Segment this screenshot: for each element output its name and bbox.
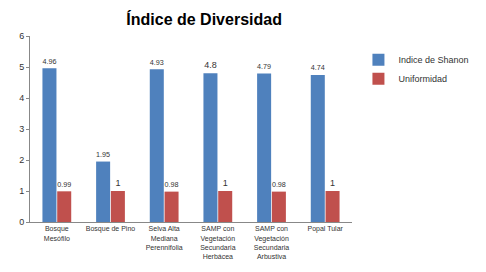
svg-text:2: 2 <box>19 155 24 165</box>
svg-text:SAMP conVegetaciónSecundariaHe: SAMP conVegetaciónSecundariaHerbácea <box>200 225 236 259</box>
svg-text:Selva AltaMedianaPerennifolia: Selva AltaMedianaPerennifolia <box>146 225 183 250</box>
svg-text:3: 3 <box>19 124 24 134</box>
svg-text:4.93: 4.93 <box>150 58 164 67</box>
svg-text:1: 1 <box>223 178 228 188</box>
svg-text:0: 0 <box>19 217 24 227</box>
svg-text:1: 1 <box>330 178 335 188</box>
svg-text:1: 1 <box>19 186 24 196</box>
svg-text:Índice de Diversidad: Índice de Diversidad <box>126 10 282 28</box>
svg-text:0.98: 0.98 <box>165 180 179 189</box>
svg-text:4.74: 4.74 <box>311 63 325 72</box>
svg-text:4.79: 4.79 <box>257 62 271 71</box>
svg-text:1: 1 <box>115 178 120 188</box>
svg-text:4: 4 <box>19 93 24 103</box>
svg-text:4.8: 4.8 <box>204 60 217 70</box>
svg-text:0.98: 0.98 <box>272 180 286 189</box>
svg-text:Bosque de Pino: Bosque de Pino <box>86 225 136 233</box>
svg-text:1.95: 1.95 <box>96 150 110 159</box>
svg-text:Uniformidad: Uniformidad <box>398 74 447 84</box>
svg-text:SAMP conVegetaciónSecundariaAr: SAMP conVegetaciónSecundariaArbustiva <box>254 225 290 259</box>
svg-text:BosqueMesófilo: BosqueMesófilo <box>44 225 70 241</box>
svg-text:4.96: 4.96 <box>42 57 56 66</box>
svg-text:Indice de Shanon: Indice de Shanon <box>398 55 468 65</box>
svg-text:0.99: 0.99 <box>57 180 71 189</box>
svg-text:6: 6 <box>19 31 24 41</box>
svg-text:5: 5 <box>19 62 24 72</box>
svg-text:Popal Tular: Popal Tular <box>307 225 343 233</box>
